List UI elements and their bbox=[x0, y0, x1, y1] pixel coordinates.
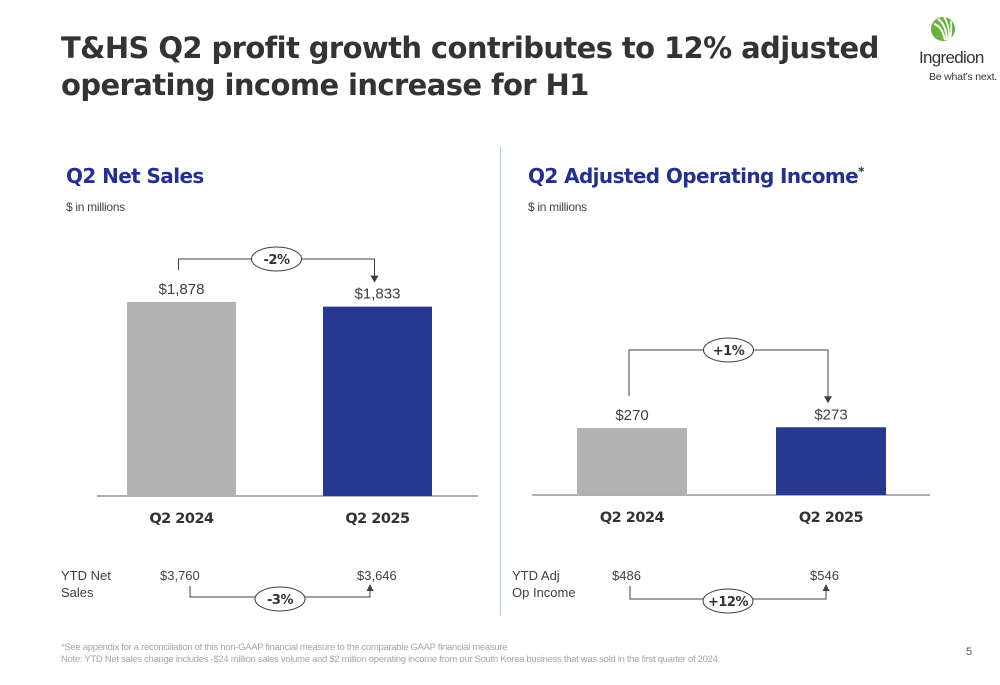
bar-value-label: $1,878 bbox=[159, 281, 205, 298]
footnote-non-gaap: *See appendix for a reconciliation of th… bbox=[61, 642, 508, 653]
logo-tagline: Be what’s next. bbox=[929, 71, 998, 83]
adj-op-income-units: $ in millions bbox=[528, 200, 587, 214]
category-label: Q2 2024 bbox=[149, 511, 214, 527]
category-label: Q2 2025 bbox=[345, 511, 410, 527]
ytd-value: $3,760 bbox=[160, 568, 200, 583]
net-sales-units: $ in millions bbox=[66, 200, 125, 214]
slide-title: T&HS Q2 profit growth contributes to 12%… bbox=[61, 31, 879, 102]
adj-op-income-title: Q2 Adjusted Operating Income* bbox=[528, 164, 864, 188]
ytd-label-line2: Sales bbox=[61, 585, 94, 600]
change-badge bbox=[251, 246, 302, 272]
ytd-change-label: -3% bbox=[267, 593, 293, 608]
arrow-up-icon bbox=[366, 584, 374, 591]
title-asterisk: * bbox=[858, 164, 864, 179]
ytd-label-line1: YTD Adj bbox=[512, 568, 560, 583]
ytd-change-bracket bbox=[189, 586, 371, 598]
ytd-value: $546 bbox=[810, 568, 839, 583]
ytd-change-bracket bbox=[629, 586, 827, 600]
ytd-value: $486 bbox=[612, 568, 641, 583]
bar-q2-2025 bbox=[323, 306, 432, 496]
bar-value-label: $1,833 bbox=[355, 286, 401, 303]
ytd-change-badge bbox=[702, 588, 754, 614]
arrow-down-icon bbox=[824, 396, 832, 404]
arrow-down-icon bbox=[370, 275, 379, 283]
footnote-note: Note: YTD Net sales change includes -$24… bbox=[61, 654, 720, 665]
category-label: Q2 2024 bbox=[600, 510, 665, 526]
ytd-value: $3,646 bbox=[357, 568, 397, 583]
bar-value-label: $270 bbox=[615, 407, 648, 424]
arrow-up-icon bbox=[822, 584, 830, 591]
change-badge bbox=[703, 337, 754, 363]
leaf-sprout-icon bbox=[931, 16, 955, 41]
panel-divider bbox=[500, 146, 501, 616]
ytd-change-label: +12% bbox=[708, 595, 748, 610]
change-bracket bbox=[178, 258, 375, 277]
bar-q2-2024 bbox=[127, 302, 236, 496]
page-number: 5 bbox=[966, 646, 973, 658]
ytd-change-badge bbox=[254, 586, 306, 612]
change-label: +1% bbox=[713, 344, 745, 359]
adj-op-income-title-text: Q2 Adjusted Operating Income bbox=[528, 164, 859, 188]
ytd-label-line2: Op Income bbox=[512, 585, 576, 600]
ytd-label-line1: YTD Net bbox=[61, 568, 111, 583]
change-bracket bbox=[628, 349, 829, 398]
change-label: -2% bbox=[264, 253, 290, 268]
bar-value-label: $273 bbox=[814, 406, 847, 423]
bar-q2-2025 bbox=[776, 427, 886, 495]
net-sales-title: Q2 Net Sales bbox=[66, 164, 204, 188]
bar-q2-2024 bbox=[577, 428, 687, 495]
logo-name: Ingredion bbox=[919, 48, 984, 67]
category-label: Q2 2025 bbox=[799, 510, 864, 526]
